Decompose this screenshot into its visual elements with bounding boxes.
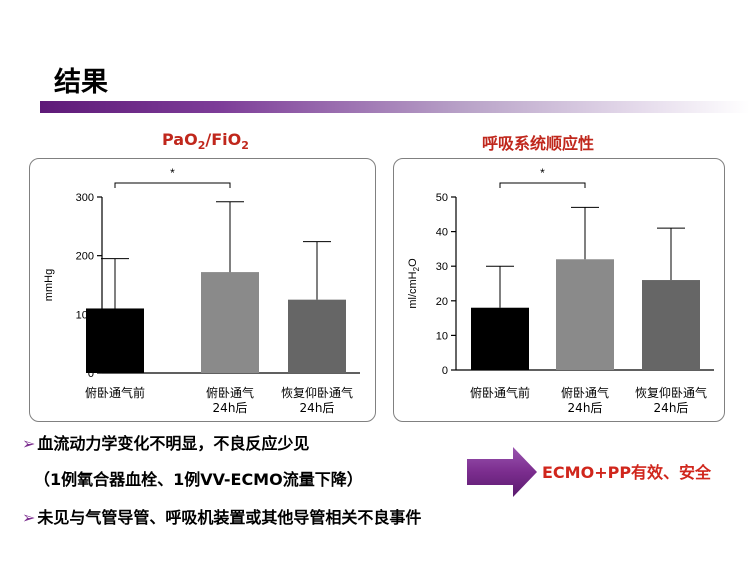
category-label-1: 俯卧通气前 <box>85 385 145 400</box>
bullet-text: 未见与气管导管、呼吸机装置或其他导管相关不良事件 <box>37 508 422 527</box>
y-tick-label: 10 <box>436 330 448 342</box>
bar-1 <box>86 308 144 373</box>
y-tick-label: 0 <box>88 368 94 380</box>
bullet-item-detail: （1例氧合器血栓、1例VV-ECMO流量下降） <box>34 466 363 490</box>
category-label-2: 24h后 <box>568 401 603 415</box>
bar-2 <box>556 259 614 370</box>
chart1-title: PaO2/FiO2 <box>162 130 249 153</box>
bullet-arrow-icon: ➢ <box>22 434 36 453</box>
bullet-text: 血流动力学变化不明显，不良反应少见 <box>37 434 310 453</box>
bar-3 <box>288 299 346 373</box>
category-label-2: 俯卧通气 <box>206 385 254 400</box>
bullet-arrow-icon: ➢ <box>22 508 36 527</box>
chart2-panel: 0 10 20 30 40 50 ml/cmH2O 俯卧通气前 俯卧通气 24h后 恢复仰卧通气 24… <box>393 158 725 422</box>
category-label-3: 恢复仰卧通气 <box>635 385 707 400</box>
bar-1 <box>471 307 529 370</box>
category-label-1: 俯卧通气前 <box>470 385 530 400</box>
category-label-3: 24h后 <box>654 401 689 415</box>
chart1-panel: 0 100 200 300 mmHg 俯卧通气前 俯卧通气 24h后 恢复仰卧通气 24h后 * <box>29 158 376 422</box>
y-tick-label: 30 <box>436 261 448 273</box>
bar-2 <box>201 272 259 373</box>
bullet-text: （1例氧合器血栓、1例VV-ECMO流量下降） <box>34 470 363 489</box>
bullet-item-hemodynamics: ➢ 血流动力学变化不明显，不良反应少见 <box>22 430 309 454</box>
title-underline-bar <box>40 101 750 113</box>
significance-star: * <box>540 166 545 180</box>
category-label-2: 24h后 <box>213 401 248 415</box>
category-label-2: 俯卧通气 <box>561 385 609 400</box>
bullet-item-adverse-events: ➢ 未见与气管导管、呼吸机装置或其他导管相关不良事件 <box>22 504 421 528</box>
significance-bracket <box>499 182 586 188</box>
y-tick-label: 50 <box>436 192 448 204</box>
y-axis-label: mmHg <box>43 269 55 301</box>
significance-bracket <box>114 182 231 188</box>
category-label-3: 24h后 <box>300 401 335 415</box>
chart2-title: 呼吸系统顺应性 <box>482 134 595 153</box>
slide-title: 结果 <box>54 67 108 98</box>
y-tick-label: 300 <box>76 192 94 204</box>
y-axis-label: ml/cmH2O <box>407 258 421 309</box>
y-tick-label: 200 <box>76 251 94 263</box>
y-tick-label: 20 <box>436 296 448 308</box>
y-tick-label: 40 <box>436 227 448 239</box>
category-label-3: 恢复仰卧通气 <box>281 385 353 400</box>
y-tick-label: 0 <box>442 365 448 377</box>
significance-star: * <box>170 166 175 180</box>
bar-3 <box>642 280 700 370</box>
conclusion-text: ECMO+PP有效、安全 <box>542 463 712 482</box>
conclusion-arrow-icon <box>467 447 537 497</box>
